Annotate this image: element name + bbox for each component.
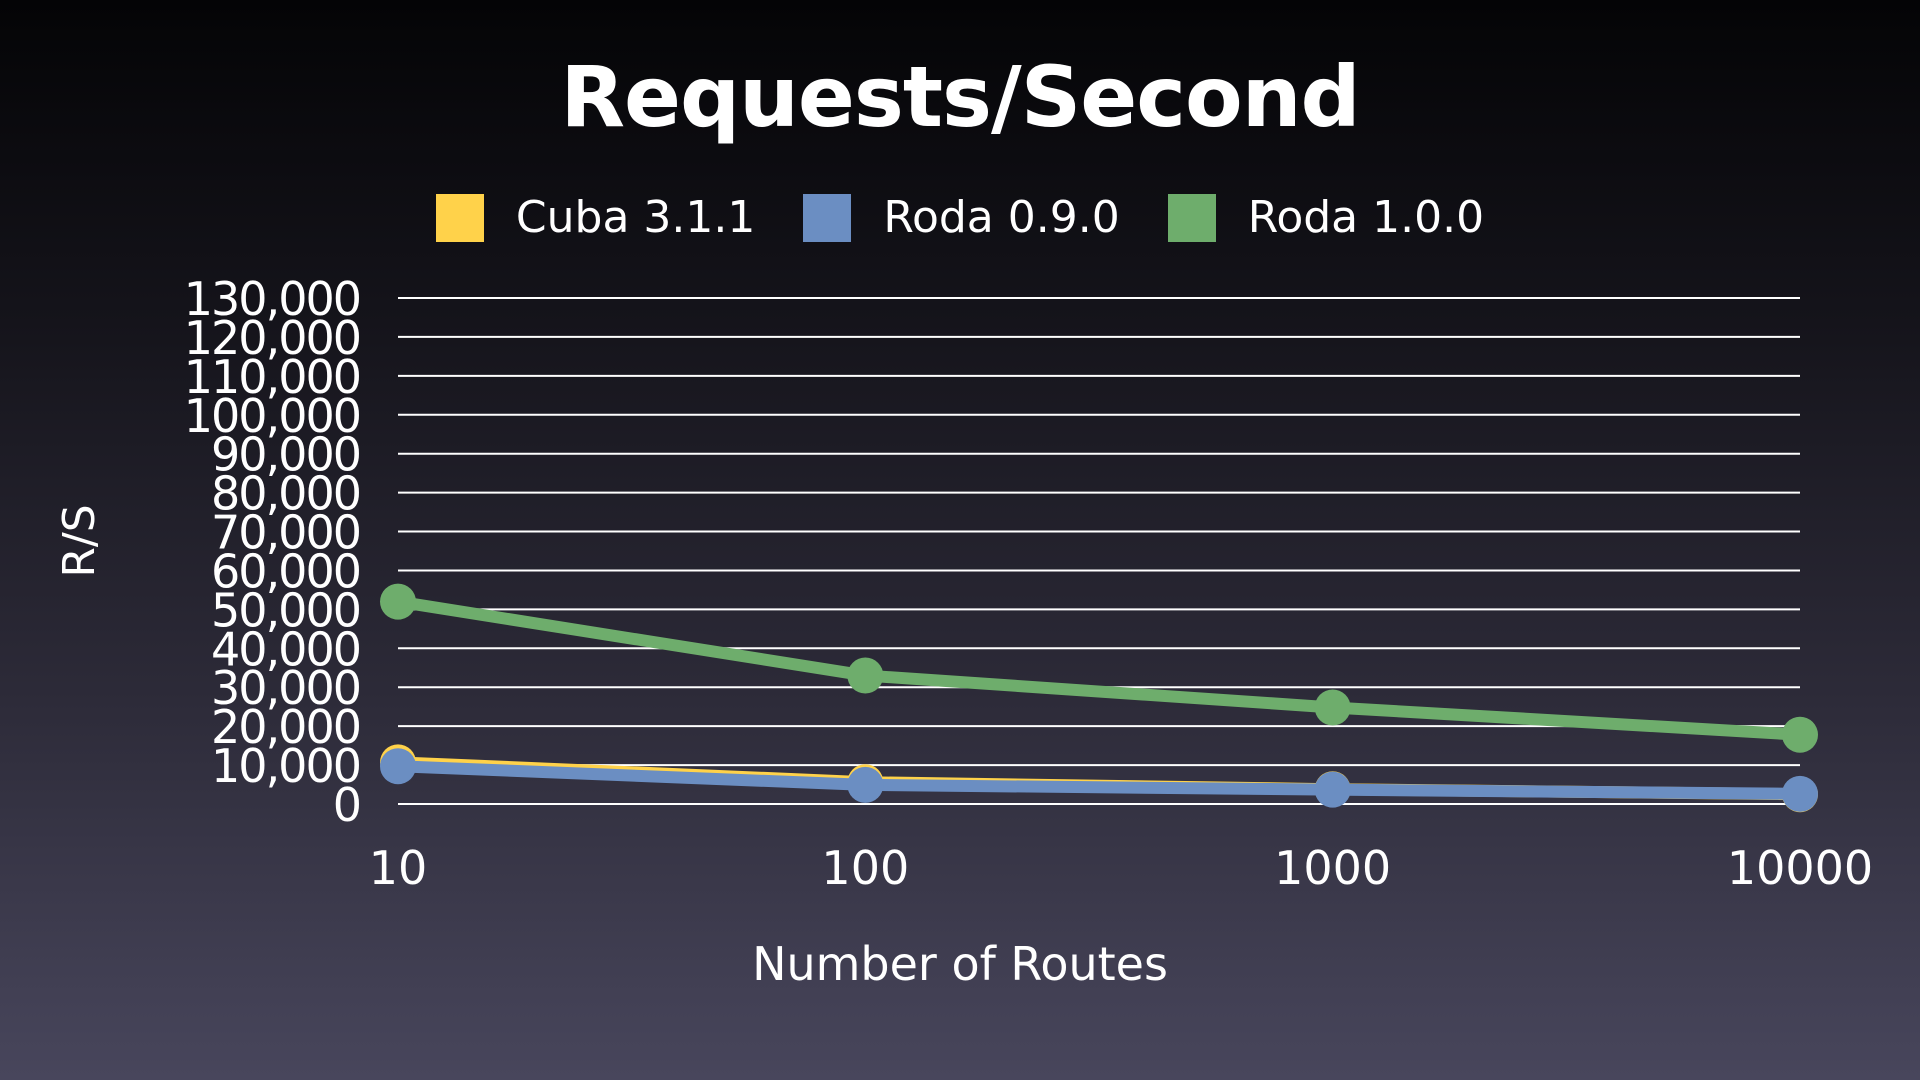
legend-swatch [803, 193, 852, 242]
series-lines [380, 583, 1818, 813]
legend-label: Cuba 3.1.1 [515, 192, 756, 243]
y-axis-label: R/S [54, 504, 105, 577]
series-2 [380, 748, 1818, 812]
chart-legend: Cuba 3.1.1 Roda 0.9.0 Roda 1.0.0 [0, 192, 1920, 243]
data-point [380, 583, 416, 620]
y-tick-label: 20,000 [211, 700, 360, 754]
x-tick-label: 1000 [1274, 841, 1391, 895]
y-tick-label: 40,000 [211, 622, 360, 676]
series-3 [380, 583, 1818, 753]
x-axis-ticks: 10 100 1000 10000 [369, 841, 1873, 895]
y-tick-label: 100,000 [184, 389, 360, 443]
data-point [1314, 689, 1351, 726]
data-point [1782, 716, 1818, 753]
data-point [380, 748, 416, 785]
data-point [847, 766, 884, 803]
legend-swatch [1167, 193, 1216, 242]
x-axis-label: Number of Routes [752, 937, 1168, 991]
y-tick-label: 80,000 [211, 467, 360, 521]
y-tick-label: 70,000 [211, 506, 360, 560]
series-line [392, 760, 1806, 800]
x-tick-label: 10 [369, 841, 428, 895]
y-tick-label: 60,000 [211, 544, 360, 598]
y-tick-label: 110,000 [184, 350, 360, 404]
x-tick-label: 100 [821, 841, 909, 895]
legend-label: Roda 1.0.0 [1247, 192, 1485, 243]
y-tick-label: 120,000 [184, 311, 360, 365]
y-tick-label: 130,000 [184, 272, 360, 326]
y-tick-label: 30,000 [211, 661, 360, 715]
y-tick-label: 90,000 [211, 428, 360, 482]
legend-item-3: Roda 1.0.0 [1167, 192, 1485, 243]
chart-title: Requests/Second [560, 48, 1360, 146]
legend-label: Roda 0.9.0 [883, 192, 1120, 243]
data-point [1314, 771, 1351, 808]
legend-item-1: Cuba 3.1.1 [435, 192, 756, 243]
y-tick-label: 10,000 [211, 739, 360, 793]
legend-swatch [435, 193, 484, 242]
series-line [392, 595, 1806, 741]
y-axis-ticks: 010,00020,00030,00040,00050,00060,00070,… [184, 272, 362, 832]
data-point [1782, 775, 1818, 812]
legend-item-2: Roda 0.9.0 [803, 192, 1120, 243]
x-tick-label: 10000 [1727, 841, 1873, 895]
y-tick-label: 50,000 [211, 583, 360, 637]
y-tick-label: 0 [333, 778, 360, 832]
data-point [847, 657, 884, 694]
